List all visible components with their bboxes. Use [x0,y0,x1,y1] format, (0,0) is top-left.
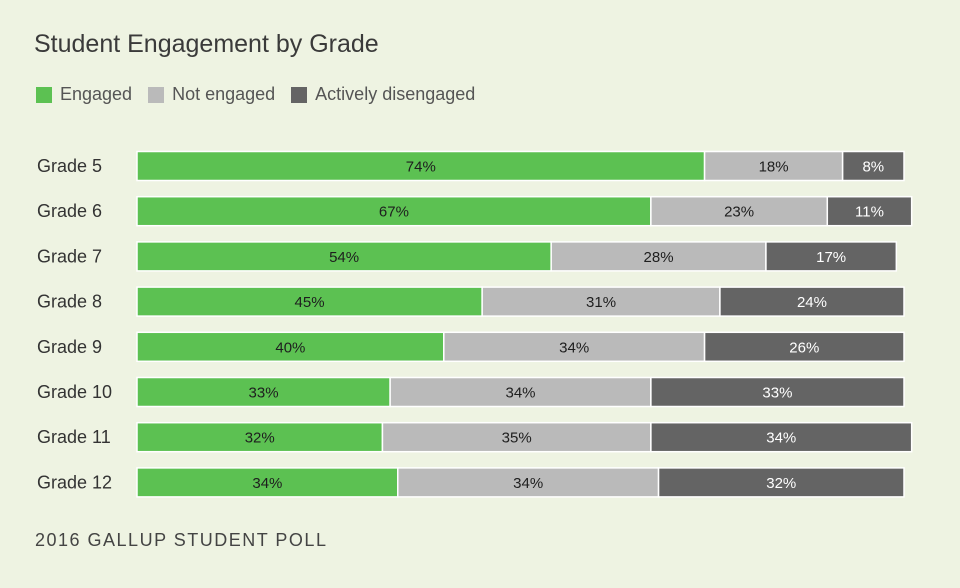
category-label-grade-9: Grade 9 [37,337,102,357]
category-label-grade-7: Grade 7 [37,246,102,266]
category-label-grade-8: Grade 8 [37,292,102,312]
data-label-actively-disengaged-grade-11: 34% [766,430,796,447]
legend-item-engaged: Engaged [36,84,132,105]
legend-item-actively-disengaged: Actively disengaged [291,84,475,105]
data-label-actively-disengaged-grade-7: 17% [816,249,846,266]
data-label-actively-disengaged-grade-5: 8% [862,159,884,176]
bar-engaged-grade-6 [136,195,652,227]
data-label-engaged-grade-9: 40% [275,339,305,356]
bar-actively-disengaged-grade-5 [841,150,905,182]
data-label-actively-disengaged-grade-12: 32% [766,475,796,492]
legend-swatch-engaged [36,86,52,103]
bar-engaged-grade-11 [136,421,384,453]
bar-actively-disengaged-grade-10 [650,376,905,408]
data-label-engaged-grade-6: 67% [379,204,409,221]
legend-label-actively-disengaged: Actively disengaged [315,84,476,104]
legend: Engaged Not engaged Actively disengaged [36,84,491,105]
legend-label-not-engaged: Not engaged [172,84,276,104]
data-label-actively-disengaged-grade-8: 24% [797,294,827,311]
data-label-engaged-grade-5: 74% [406,159,436,176]
legend-swatch-not-engaged [148,86,165,103]
data-label-not-engaged-grade-7: 28% [644,249,674,266]
bar-not-engaged-grade-9 [443,331,706,363]
data-label-engaged-grade-11: 32% [245,430,275,447]
bar-not-engaged-grade-8 [481,286,721,317]
bar-not-engaged-grade-5 [703,150,844,182]
bar-not-engaged-grade-6 [650,195,829,227]
bar-actively-disengaged-grade-9 [703,331,905,363]
data-label-engaged-grade-12: 34% [252,475,282,492]
legend-swatch-actively-disengaged [291,86,308,103]
category-label-grade-11: Grade 11 [37,427,111,447]
chart-title: Student Engagement by Grade [34,30,379,58]
category-label-grade-10: Grade 10 [37,382,112,402]
legend-label-engaged: Engaged [60,84,133,104]
data-label-actively-disengaged-grade-6: 11% [855,204,884,221]
bar-actively-disengaged-grade-6 [826,195,913,227]
data-label-not-engaged-grade-5: 18% [759,159,789,176]
data-label-engaged-grade-8: 45% [295,294,325,311]
bar-engaged-grade-10 [136,376,391,408]
bar-engaged-grade-12 [136,467,399,498]
data-label-not-engaged-grade-11: 35% [502,430,532,447]
bar-engaged-grade-7 [136,241,552,272]
data-label-not-engaged-grade-9: 34% [559,339,589,356]
bar-actively-disengaged-grade-8 [719,286,905,317]
category-label-grade-6: Grade 6 [37,201,102,221]
data-label-not-engaged-grade-12: 34% [513,475,543,492]
bar-actively-disengaged-grade-11 [650,421,913,453]
bar-engaged-grade-8 [136,286,483,317]
data-label-engaged-grade-10: 33% [249,385,279,402]
category-label-grade-12: Grade 12 [37,472,112,492]
data-label-not-engaged-grade-8: 31% [586,294,616,311]
bar-actively-disengaged-grade-7 [765,241,898,272]
bar-engaged-grade-9 [136,331,445,363]
legend-item-not-engaged: Not engaged [148,84,275,105]
data-label-engaged-grade-7: 54% [329,249,359,266]
data-label-actively-disengaged-grade-9: 26% [789,339,819,356]
category-label-grade-5: Grade 5 [37,156,102,176]
data-label-not-engaged-grade-10: 34% [505,385,535,402]
bar-actively-disengaged-grade-12 [657,467,905,498]
data-label-actively-disengaged-grade-10: 33% [762,385,792,402]
source-footer: 2016 GALLUP STUDENT POLL [35,530,328,550]
bar-not-engaged-grade-10 [389,376,652,408]
data-label-not-engaged-grade-6: 23% [724,204,754,221]
bar-not-engaged-grade-11 [381,421,652,453]
